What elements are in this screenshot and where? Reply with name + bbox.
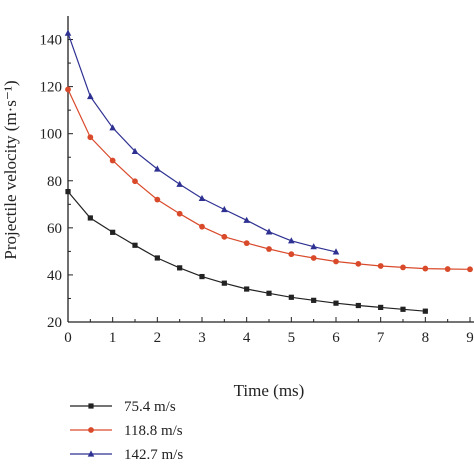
data-point — [176, 210, 183, 217]
legend-item-1: 75.4 m/s — [70, 399, 176, 415]
data-point — [87, 92, 94, 100]
data-point — [110, 229, 116, 235]
legend-marker — [88, 403, 94, 409]
legend-label: 142.7 m/s — [124, 447, 183, 463]
data-point — [265, 228, 273, 235]
series-layer — [64, 29, 473, 314]
x-tick-label-3: 3 — [198, 330, 206, 346]
data-point — [333, 258, 339, 265]
data-point — [310, 255, 317, 261]
data-point — [65, 86, 71, 93]
data-point — [378, 304, 384, 311]
data-point — [243, 240, 250, 247]
data-point — [154, 165, 161, 172]
data-point — [288, 294, 294, 300]
data-point — [87, 215, 93, 221]
data-point — [444, 266, 451, 272]
series-line — [67, 191, 426, 312]
data-point — [288, 237, 295, 244]
data-point — [266, 290, 272, 296]
data-point — [221, 233, 228, 240]
data-point — [199, 273, 205, 280]
y-tick-label-120: 120 — [40, 80, 63, 96]
y-tick-label-40: 40 — [47, 268, 62, 284]
data-point — [332, 248, 340, 255]
x-tick-label-0: 0 — [64, 330, 72, 346]
x-tick-label-4: 4 — [243, 330, 251, 346]
data-point — [422, 265, 429, 272]
data-point — [65, 188, 71, 195]
x-tick-label-1: 1 — [109, 330, 117, 346]
data-point — [177, 265, 183, 271]
legend: 75.4 m/s 118.8 m/s 142.7 m/s — [70, 399, 183, 463]
x-tick-label-9: 9 — [466, 330, 474, 346]
tick-labels: 0 1 2 3 4 5 6 7 8 9 20 40 60 80 100 120 140 — [40, 33, 474, 346]
data-point — [221, 280, 227, 286]
series-3 — [64, 29, 340, 255]
series-line — [67, 33, 337, 253]
data-point — [333, 300, 339, 306]
data-point — [467, 266, 473, 273]
y-axis-title: Projectile velocity (m·s⁻¹) — [1, 80, 20, 259]
legend-item-3: 142.7 m/s — [70, 447, 183, 463]
y-tick-label-140: 140 — [40, 33, 63, 49]
data-point — [154, 196, 161, 203]
data-point — [109, 124, 116, 131]
data-point — [377, 263, 384, 269]
data-point — [154, 255, 160, 261]
data-point — [64, 29, 72, 36]
data-point — [131, 147, 139, 154]
x-tick-label-8: 8 — [422, 330, 430, 346]
data-point — [355, 302, 361, 309]
data-point — [244, 286, 250, 292]
legend-item-2: 118.8 m/s — [70, 423, 183, 439]
y-tick-label-60: 60 — [47, 221, 62, 237]
x-tick-label-2: 2 — [154, 330, 162, 346]
data-point — [311, 297, 317, 303]
x-tick-label-6: 6 — [332, 330, 340, 346]
data-point — [400, 264, 406, 271]
legend-label: 75.4 m/s — [124, 399, 176, 415]
data-point — [198, 194, 206, 202]
data-point — [132, 242, 138, 248]
data-point — [132, 178, 138, 185]
data-point — [288, 251, 295, 258]
data-point — [400, 306, 406, 312]
legend-marker — [88, 427, 94, 433]
x-tick-label-5: 5 — [288, 330, 296, 346]
data-point — [87, 134, 94, 141]
axes — [67, 16, 474, 323]
x-tick-label-7: 7 — [377, 330, 385, 346]
data-point — [176, 180, 183, 187]
data-point — [199, 223, 205, 230]
data-point — [266, 246, 272, 252]
legend-marker — [87, 450, 95, 457]
x-axis-title: Time (ms) — [234, 381, 305, 400]
y-tick-label-20: 20 — [47, 315, 62, 331]
data-point — [422, 308, 428, 314]
data-point — [109, 157, 116, 164]
y-tick-label-80: 80 — [47, 174, 62, 190]
series-line — [67, 89, 471, 270]
data-point — [355, 260, 362, 267]
data-point — [221, 205, 228, 213]
series-2 — [65, 86, 473, 273]
data-point — [310, 243, 317, 250]
y-tick-label-100: 100 — [40, 127, 63, 143]
data-point — [243, 216, 250, 223]
series-1 — [65, 188, 428, 314]
legend-label: 118.8 m/s — [124, 423, 183, 439]
